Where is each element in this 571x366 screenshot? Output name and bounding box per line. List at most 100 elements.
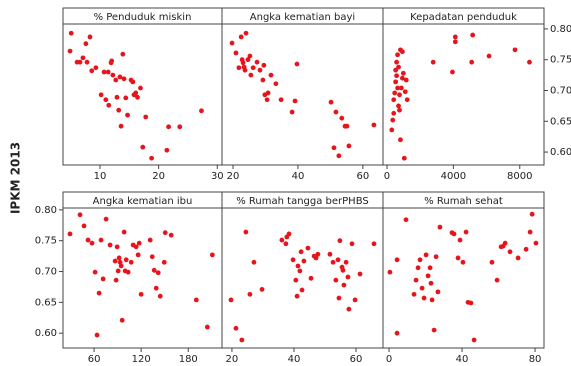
point	[427, 265, 433, 271]
point	[153, 285, 159, 291]
point	[166, 124, 172, 130]
x-tick-label: 10	[94, 171, 107, 182]
point	[393, 67, 399, 73]
point	[67, 231, 73, 237]
point	[233, 325, 239, 331]
panel-frame	[382, 7, 545, 166]
point	[452, 34, 458, 40]
point	[113, 77, 119, 83]
panel-title: Angka kematian bayi	[250, 12, 355, 23]
point	[428, 280, 434, 286]
point	[125, 269, 131, 275]
point	[396, 103, 401, 109]
point	[261, 62, 267, 68]
point	[336, 153, 342, 159]
point	[392, 90, 398, 96]
point	[199, 108, 204, 114]
panel-frame	[62, 191, 223, 349]
point	[257, 67, 263, 73]
point	[259, 287, 265, 292]
point	[294, 61, 300, 67]
point	[243, 229, 249, 235]
y-tick-label: 0.70	[550, 85, 571, 96]
point	[161, 259, 167, 265]
point	[468, 300, 474, 306]
point	[278, 97, 284, 103]
point	[390, 117, 396, 123]
point	[128, 259, 134, 265]
point	[286, 231, 292, 237]
point	[395, 85, 400, 91]
point	[425, 273, 431, 279]
point	[251, 259, 257, 265]
point	[460, 259, 466, 265]
point	[98, 92, 104, 98]
point	[346, 306, 352, 312]
point	[116, 107, 122, 113]
point	[327, 251, 333, 257]
point	[81, 223, 87, 229]
panel-frame	[221, 191, 384, 349]
point	[107, 242, 113, 248]
point	[123, 95, 129, 101]
point	[157, 293, 163, 299]
panel-title: % Rumah tangga berPHBS	[236, 196, 369, 207]
point	[254, 59, 260, 65]
x-tick-label: 30	[211, 171, 224, 182]
panel-title: % Rumah sehat	[424, 196, 503, 207]
point	[344, 123, 350, 129]
point	[100, 276, 106, 282]
point	[84, 59, 90, 65]
point	[340, 267, 346, 273]
point	[101, 69, 107, 75]
point	[512, 47, 518, 53]
point	[391, 110, 397, 116]
point	[330, 259, 336, 265]
point	[240, 60, 246, 66]
point	[113, 277, 119, 283]
point	[308, 275, 314, 281]
point	[136, 240, 142, 246]
panel-title: Kepadatan penduduk	[410, 12, 517, 23]
point	[293, 277, 299, 283]
point	[243, 30, 249, 36]
point	[404, 97, 410, 103]
point	[283, 241, 289, 247]
point	[403, 217, 409, 223]
x-tick-label: 80	[529, 354, 542, 365]
x-tick-label: 60	[350, 354, 363, 365]
point	[400, 70, 406, 76]
point	[411, 291, 417, 297]
point	[399, 75, 405, 81]
x-tick-label: 20	[152, 171, 165, 182]
point	[429, 297, 435, 303]
point	[120, 51, 126, 57]
point	[92, 269, 98, 275]
point	[233, 50, 239, 56]
point	[94, 332, 100, 338]
point	[335, 257, 341, 263]
point	[96, 290, 102, 296]
point	[305, 245, 311, 251]
point	[116, 255, 122, 261]
point	[103, 97, 109, 103]
point	[245, 57, 251, 63]
point	[164, 147, 170, 153]
point	[106, 102, 112, 108]
point	[295, 263, 301, 269]
point	[248, 72, 254, 78]
point	[209, 252, 215, 258]
point	[292, 98, 298, 104]
point	[133, 244, 139, 250]
point	[331, 145, 337, 151]
point	[415, 265, 421, 271]
point	[502, 240, 508, 246]
point	[417, 257, 423, 263]
point	[451, 231, 457, 237]
point	[391, 97, 397, 103]
point	[393, 79, 399, 85]
point	[494, 277, 500, 283]
point	[394, 73, 400, 79]
point	[143, 114, 149, 120]
point	[147, 237, 153, 243]
